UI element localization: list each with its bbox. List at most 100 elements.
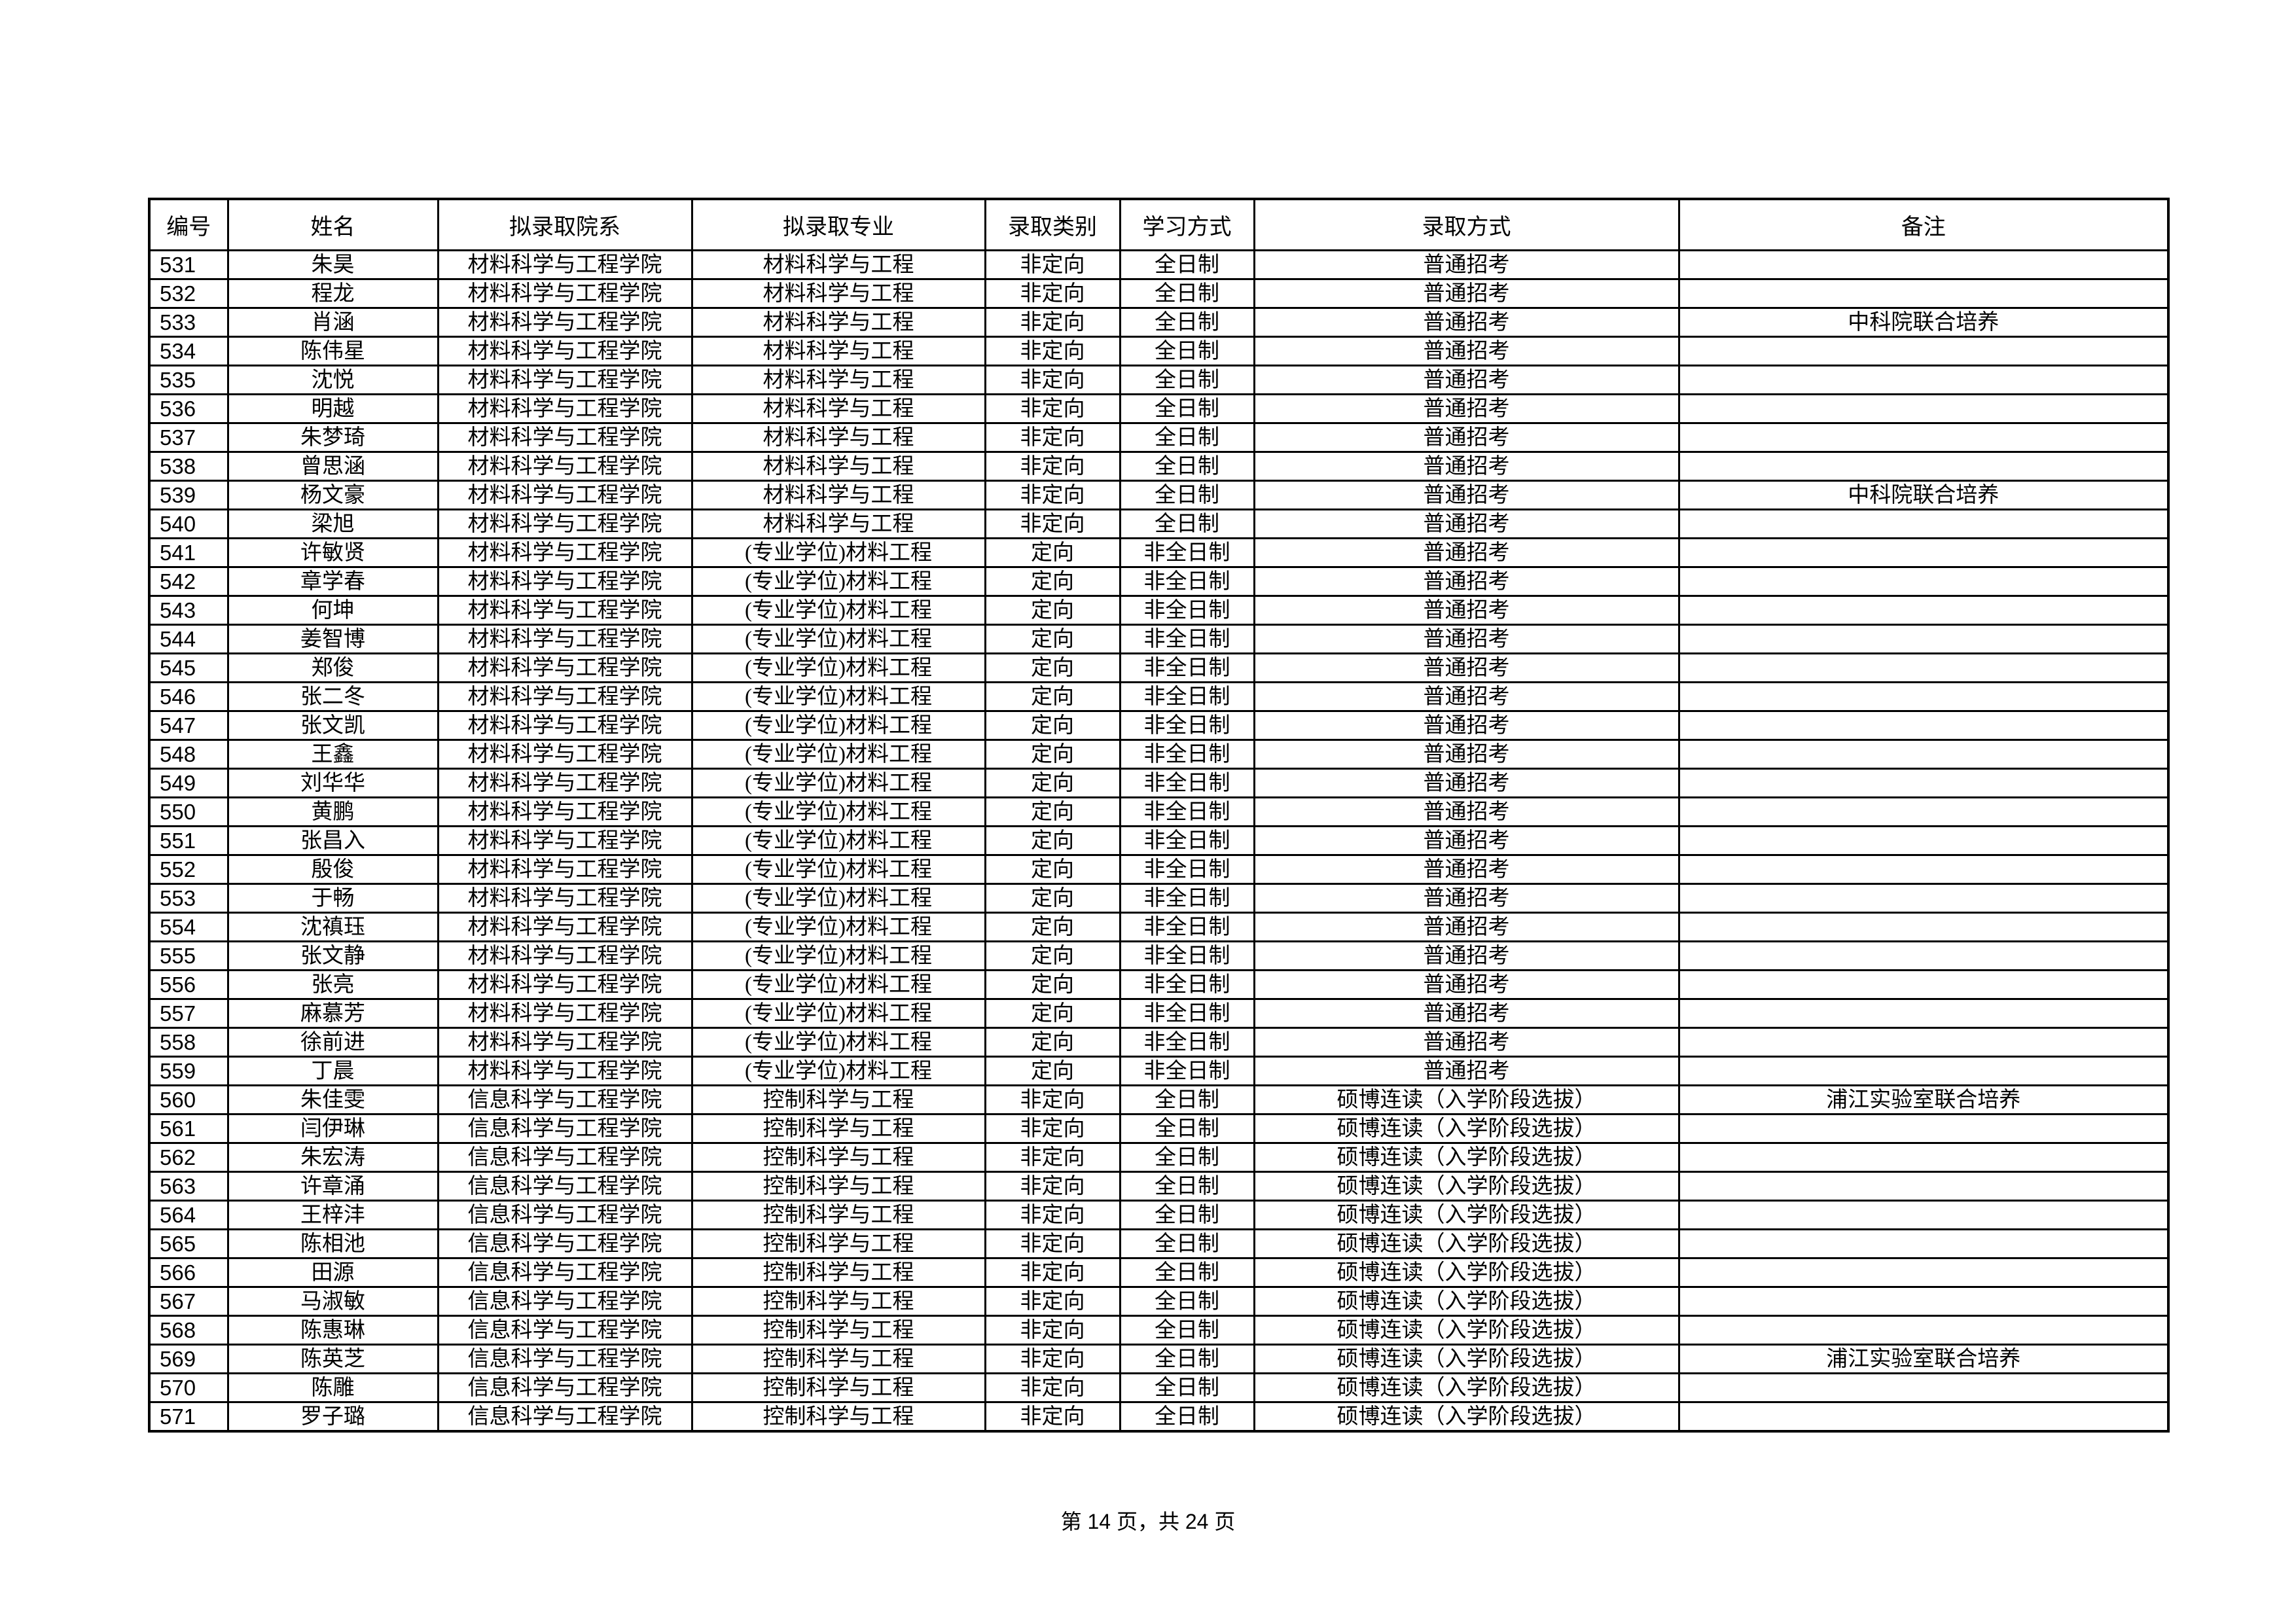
cell-department: 材料科学与工程学院 bbox=[437, 624, 693, 654]
cell-name: 丁晨 bbox=[226, 1056, 439, 1086]
cell-number: 549 bbox=[148, 768, 229, 798]
cell-remarks bbox=[1677, 1056, 2170, 1086]
cell-department: 信息科学与工程学院 bbox=[437, 1142, 693, 1173]
cell-department: 信息科学与工程学院 bbox=[437, 1372, 693, 1403]
cell-department: 信息科学与工程学院 bbox=[437, 1257, 693, 1288]
cell-number: 566 bbox=[148, 1257, 229, 1288]
cell-study-mode: 全日制 bbox=[1119, 1344, 1255, 1374]
header-row: 编号 姓名 拟录取院系 拟录取专业 录取类别 学习方式 录取方式 备注 bbox=[148, 198, 2170, 251]
cell-admission-method: 普通招考 bbox=[1253, 1027, 1680, 1058]
cell-study-mode: 全日制 bbox=[1119, 1228, 1255, 1259]
table-row: 542 章学春 材料科学与工程学院 (专业学位)材料工程 定向 非全日制 普通招考 bbox=[148, 566, 2170, 597]
cell-department: 材料科学与工程学院 bbox=[437, 451, 693, 482]
table-row: 536 明越 材料科学与工程学院 材料科学与工程 非定向 全日制 普通招考 bbox=[148, 393, 2170, 424]
cell-department: 材料科学与工程学院 bbox=[437, 393, 693, 424]
cell-admission-method: 硕博连读（入学阶段选拔） bbox=[1253, 1113, 1680, 1144]
cell-study-mode: 全日制 bbox=[1119, 249, 1255, 280]
cell-number: 542 bbox=[148, 566, 229, 597]
table-row: 570 陈雕 信息科学与工程学院 控制科学与工程 非定向 全日制 硕博连读（入学阶段选拔） bbox=[148, 1372, 2170, 1403]
cell-category: 非定向 bbox=[984, 1228, 1121, 1259]
cell-admission-method: 硕博连读（入学阶段选拔） bbox=[1253, 1084, 1680, 1115]
cell-study-mode: 非全日制 bbox=[1119, 681, 1255, 712]
cell-category: 定向 bbox=[984, 566, 1121, 597]
cell-category: 非定向 bbox=[984, 393, 1121, 424]
cell-remarks bbox=[1677, 940, 2170, 971]
cell-number: 553 bbox=[148, 883, 229, 914]
cell-name: 麻慕芳 bbox=[226, 998, 439, 1029]
cell-number: 534 bbox=[148, 336, 229, 366]
cell-department: 材料科学与工程学院 bbox=[437, 566, 693, 597]
cell-study-mode: 非全日制 bbox=[1119, 652, 1255, 683]
cell-category: 定向 bbox=[984, 825, 1121, 856]
cell-major: (专业学位)材料工程 bbox=[691, 595, 986, 626]
cell-category: 定向 bbox=[984, 595, 1121, 626]
cell-remarks: 中科院联合培养 bbox=[1677, 307, 2170, 338]
cell-department: 材料科学与工程学院 bbox=[437, 710, 693, 741]
cell-remarks bbox=[1677, 566, 2170, 597]
table-row: 559 丁晨 材料科学与工程学院 (专业学位)材料工程 定向 非全日制 普通招考 bbox=[148, 1056, 2170, 1086]
cell-study-mode: 非全日制 bbox=[1119, 940, 1255, 971]
cell-department: 材料科学与工程学院 bbox=[437, 595, 693, 626]
table-row: 531 朱昊 材料科学与工程学院 材料科学与工程 非定向 全日制 普通招考 bbox=[148, 249, 2170, 280]
cell-number: 545 bbox=[148, 652, 229, 683]
table-row: 540 梁旭 材料科学与工程学院 材料科学与工程 非定向 全日制 普通招考 bbox=[148, 508, 2170, 539]
table-row: 534 陈伟星 材料科学与工程学院 材料科学与工程 非定向 全日制 普通招考 bbox=[148, 336, 2170, 366]
cell-name: 闫伊琳 bbox=[226, 1113, 439, 1144]
cell-category: 非定向 bbox=[984, 307, 1121, 338]
cell-name: 何坤 bbox=[226, 595, 439, 626]
cell-number: 535 bbox=[148, 365, 229, 395]
table-row: 553 于畅 材料科学与工程学院 (专业学位)材料工程 定向 非全日制 普通招考 bbox=[148, 883, 2170, 914]
cell-category: 非定向 bbox=[984, 1315, 1121, 1346]
cell-department: 材料科学与工程学院 bbox=[437, 940, 693, 971]
cell-remarks bbox=[1677, 998, 2170, 1029]
cell-admission-method: 普通招考 bbox=[1253, 1056, 1680, 1086]
cell-remarks bbox=[1677, 595, 2170, 626]
cell-number: 567 bbox=[148, 1286, 229, 1317]
cell-name: 朱梦琦 bbox=[226, 422, 439, 453]
table-row: 571 罗子璐 信息科学与工程学院 控制科学与工程 非定向 全日制 硕博连读（入学阶段选拔） bbox=[148, 1401, 2170, 1433]
cell-major: 材料科学与工程 bbox=[691, 422, 986, 453]
cell-study-mode: 非全日制 bbox=[1119, 739, 1255, 770]
cell-remarks bbox=[1677, 624, 2170, 654]
cell-number: 537 bbox=[148, 422, 229, 453]
cell-study-mode: 非全日制 bbox=[1119, 825, 1255, 856]
cell-admission-method: 普通招考 bbox=[1253, 595, 1680, 626]
cell-name: 张亮 bbox=[226, 969, 439, 1000]
cell-department: 材料科学与工程学院 bbox=[437, 1056, 693, 1086]
cell-name: 沈悦 bbox=[226, 365, 439, 395]
cell-major: (专业学位)材料工程 bbox=[691, 768, 986, 798]
cell-major: (专业学位)材料工程 bbox=[691, 537, 986, 568]
cell-category: 非定向 bbox=[984, 422, 1121, 453]
table-row: 548 王鑫 材料科学与工程学院 (专业学位)材料工程 定向 非全日制 普通招考 bbox=[148, 739, 2170, 770]
cell-remarks bbox=[1677, 1228, 2170, 1259]
cell-number: 543 bbox=[148, 595, 229, 626]
cell-admission-method: 硕博连读（入学阶段选拔） bbox=[1253, 1401, 1680, 1433]
cell-department: 材料科学与工程学院 bbox=[437, 1027, 693, 1058]
cell-admission-method: 普通招考 bbox=[1253, 307, 1680, 338]
cell-major: (专业学位)材料工程 bbox=[691, 883, 986, 914]
cell-name: 刘华华 bbox=[226, 768, 439, 798]
cell-major: 材料科学与工程 bbox=[691, 393, 986, 424]
cell-category: 非定向 bbox=[984, 1286, 1121, 1317]
cell-name: 马淑敏 bbox=[226, 1286, 439, 1317]
table-row: 558 徐前进 材料科学与工程学院 (专业学位)材料工程 定向 非全日制 普通招考 bbox=[148, 1027, 2170, 1058]
cell-admission-method: 硕博连读（入学阶段选拔） bbox=[1253, 1286, 1680, 1317]
cell-major: 材料科学与工程 bbox=[691, 278, 986, 309]
cell-study-mode: 非全日制 bbox=[1119, 796, 1255, 827]
cell-name: 姜智博 bbox=[226, 624, 439, 654]
cell-name: 田源 bbox=[226, 1257, 439, 1288]
cell-category: 定向 bbox=[984, 624, 1121, 654]
cell-category: 非定向 bbox=[984, 1344, 1121, 1374]
cell-name: 张昌入 bbox=[226, 825, 439, 856]
cell-number: 562 bbox=[148, 1142, 229, 1173]
cell-admission-method: 普通招考 bbox=[1253, 710, 1680, 741]
cell-number: 570 bbox=[148, 1372, 229, 1403]
cell-major: (专业学位)材料工程 bbox=[691, 796, 986, 827]
cell-name: 朱宏涛 bbox=[226, 1142, 439, 1173]
cell-category: 定向 bbox=[984, 1056, 1121, 1086]
cell-department: 材料科学与工程学院 bbox=[437, 652, 693, 683]
cell-department: 材料科学与工程学院 bbox=[437, 825, 693, 856]
cell-study-mode: 非全日制 bbox=[1119, 710, 1255, 741]
cell-remarks bbox=[1677, 393, 2170, 424]
cell-department: 材料科学与工程学院 bbox=[437, 249, 693, 280]
